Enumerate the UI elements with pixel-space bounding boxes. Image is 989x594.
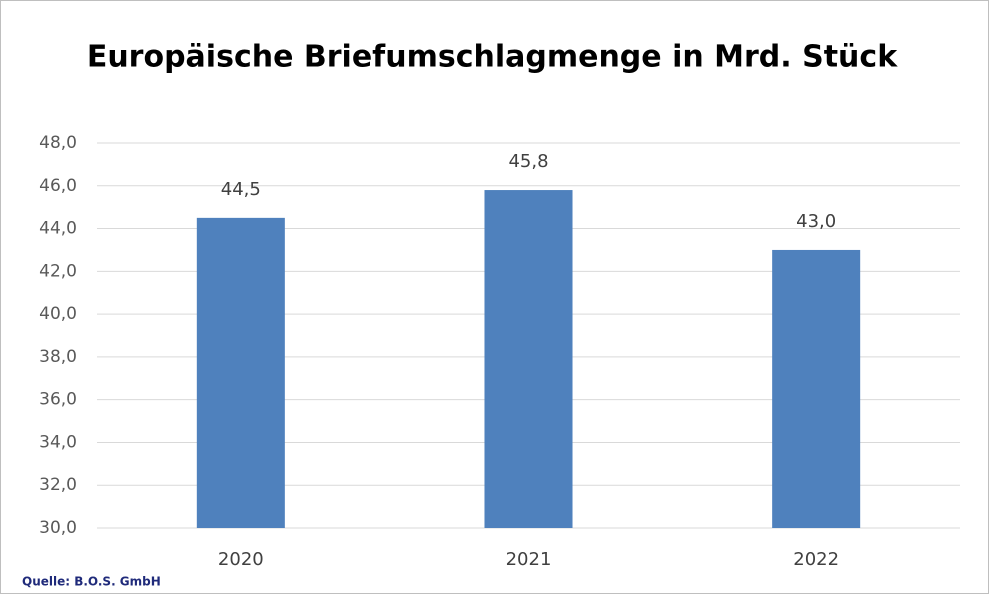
y-tick-label: 44,0	[39, 219, 77, 239]
x-tick-label: 2021	[506, 549, 552, 570]
bar	[196, 217, 285, 528]
y-tick-label: 42,0	[39, 261, 77, 281]
y-tick-label: 36,0	[39, 390, 77, 410]
x-tick-label: 2020	[218, 549, 264, 570]
y-tick-label: 48,0	[39, 133, 77, 153]
y-tick-label: 30,0	[39, 518, 77, 538]
bar	[772, 249, 861, 528]
bar	[484, 190, 573, 529]
y-tick-label: 34,0	[39, 432, 77, 452]
y-tick-label: 38,0	[39, 347, 77, 367]
y-tick-label: 40,0	[39, 304, 77, 324]
value-label: 45,8	[508, 151, 548, 172]
value-label: 44,5	[221, 179, 261, 200]
x-tick-label: 2022	[793, 549, 839, 570]
source-note: Quelle: B.O.S. GmbH	[22, 575, 161, 589]
y-tick-label: 46,0	[39, 176, 77, 196]
chart-title: Europäische Briefumschlagmenge in Mrd. S…	[87, 40, 898, 75]
y-tick-label: 32,0	[39, 475, 77, 495]
value-label: 43,0	[796, 211, 836, 232]
